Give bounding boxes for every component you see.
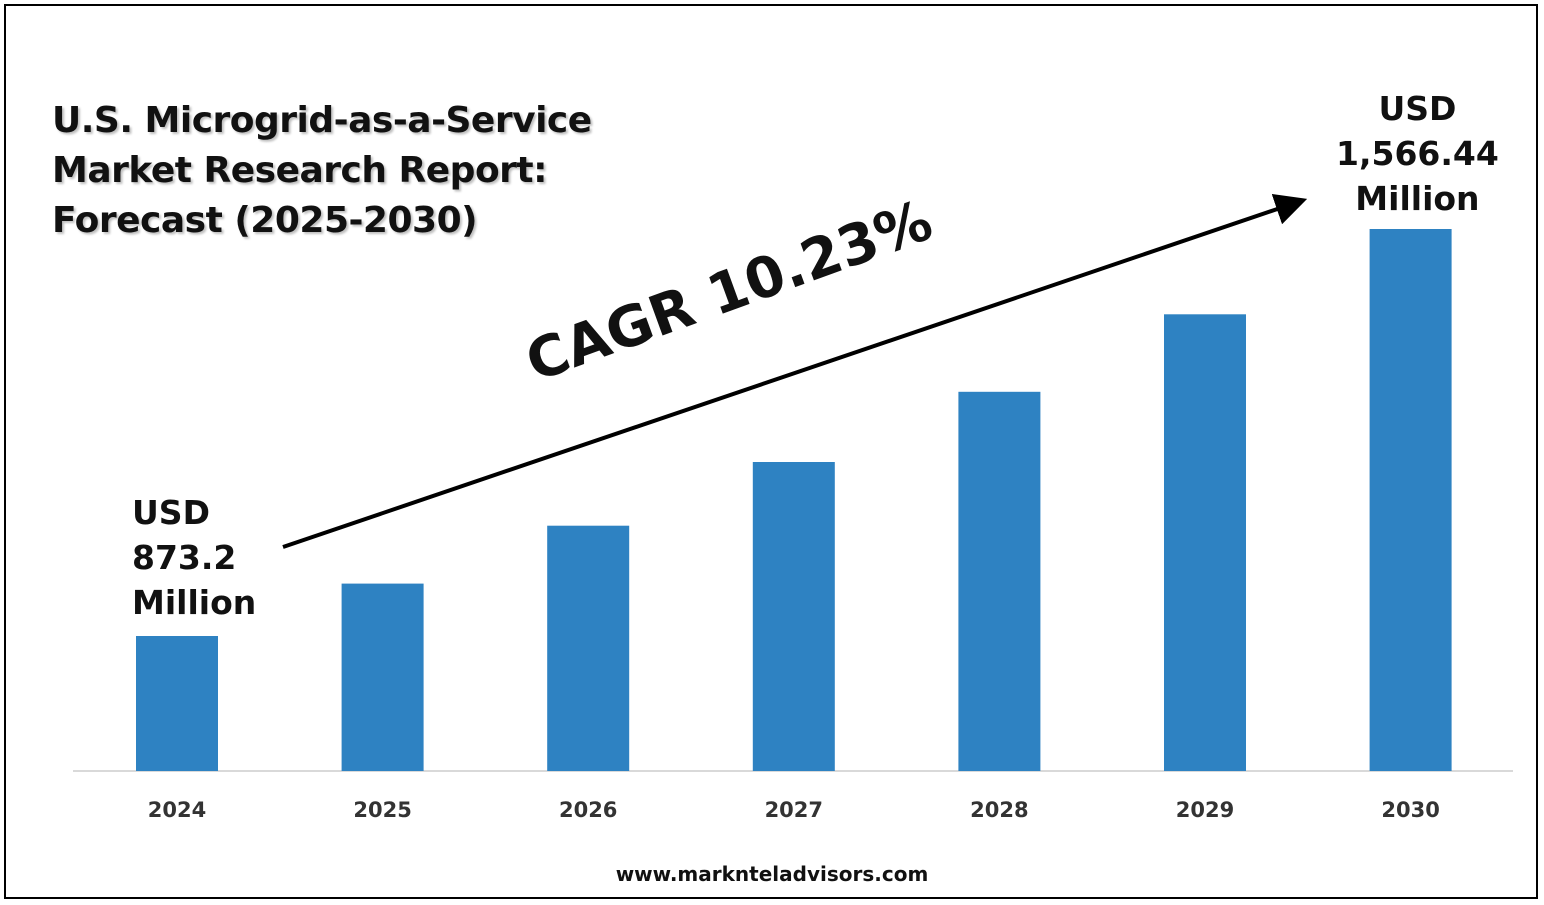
bar-2030 bbox=[1369, 229, 1452, 771]
x-tick-label: 2028 bbox=[970, 798, 1028, 822]
bar-2028 bbox=[958, 391, 1041, 771]
x-tick-label: 2029 bbox=[1176, 798, 1234, 822]
x-tick-label: 2026 bbox=[559, 798, 617, 822]
x-tick-label: 2030 bbox=[1381, 798, 1439, 822]
callout-line: 873.2 bbox=[132, 538, 237, 577]
chart-title: U.S. Microgrid-as-a-Service Market Resea… bbox=[52, 96, 592, 246]
footer-url: www.marknteladvisors.com bbox=[615, 862, 929, 886]
callout-line: Million bbox=[1355, 179, 1480, 218]
title-line: Market Research Report: bbox=[52, 150, 548, 191]
callout-line: Million bbox=[132, 583, 257, 622]
bar-2026 bbox=[547, 525, 630, 771]
callout-line: USD bbox=[132, 493, 210, 532]
bar-2024 bbox=[136, 636, 218, 771]
end-value-callout: USD 1,566.44 Million bbox=[1336, 86, 1499, 221]
x-tick-labels: 2024 2025 2026 2027 2028 2029 2030 bbox=[148, 798, 1440, 822]
title-line: U.S. Microgrid-as-a-Service bbox=[52, 100, 592, 141]
callout-line: 1,566.44 bbox=[1336, 134, 1499, 173]
x-tick-label: 2025 bbox=[353, 798, 411, 822]
bar-2027 bbox=[752, 462, 835, 771]
bar-2029 bbox=[1164, 314, 1246, 771]
callout-line: USD bbox=[1378, 89, 1457, 128]
start-value-callout: USD 873.2 Million bbox=[132, 490, 256, 625]
x-tick-label: 2024 bbox=[148, 798, 206, 822]
cagr-arrow bbox=[282, 194, 1308, 549]
x-tick-label: 2027 bbox=[765, 798, 823, 822]
title-line: Forecast (2025-2030) bbox=[52, 200, 478, 241]
bar-2025 bbox=[341, 583, 424, 771]
bars-group bbox=[136, 229, 1452, 771]
